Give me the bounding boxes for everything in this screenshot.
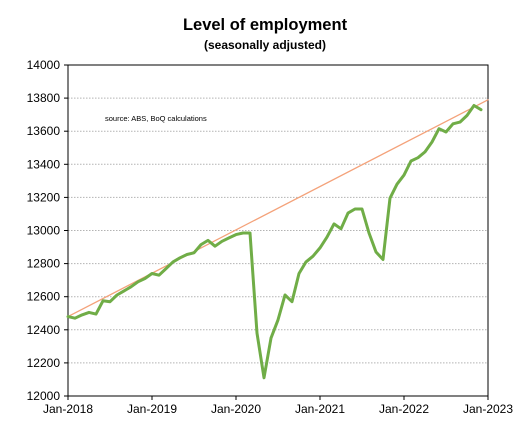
y-tick-label: 12400 [27, 323, 61, 337]
x-axis: Jan-2018 Jan-2019 Jan-2020 Jan-2021 Jan-2022… [43, 396, 513, 416]
x-tick-label: Jan-2019 [127, 402, 177, 416]
source-note: source: ABS, BoQ calculations [105, 114, 207, 123]
x-tick-label: Jan-2023 [463, 402, 513, 416]
trend-line [67, 99, 489, 318]
y-tick-label: 13400 [27, 157, 61, 171]
y-tick-label: 14000 [27, 58, 61, 72]
employment-series-line [66, 104, 483, 380]
x-tick-label: Jan-2021 [295, 402, 345, 416]
y-tick-label: 13000 [27, 224, 61, 238]
y-tick-label: 12200 [27, 356, 61, 370]
chart-subtitle: (seasonally adjusted) [204, 38, 326, 52]
y-tick-label: 13600 [27, 124, 61, 138]
y-tick-label: 12800 [27, 257, 61, 271]
y-tick-label: 12000 [27, 389, 61, 403]
y-axis: 12000 12200 12400 12600 12800 13000 13200 13400… [27, 58, 68, 403]
grid-lines [68, 97, 488, 364]
chart-title: Level of employment [183, 16, 348, 34]
y-tick-label: 12600 [27, 290, 61, 304]
x-tick-label: Jan-2020 [211, 402, 261, 416]
y-tick-label: 13200 [27, 190, 61, 204]
x-tick-label: Jan-2018 [43, 402, 93, 416]
x-tick-label: Jan-2022 [379, 402, 429, 416]
series-group [66, 99, 489, 380]
y-tick-label: 13800 [27, 91, 61, 105]
